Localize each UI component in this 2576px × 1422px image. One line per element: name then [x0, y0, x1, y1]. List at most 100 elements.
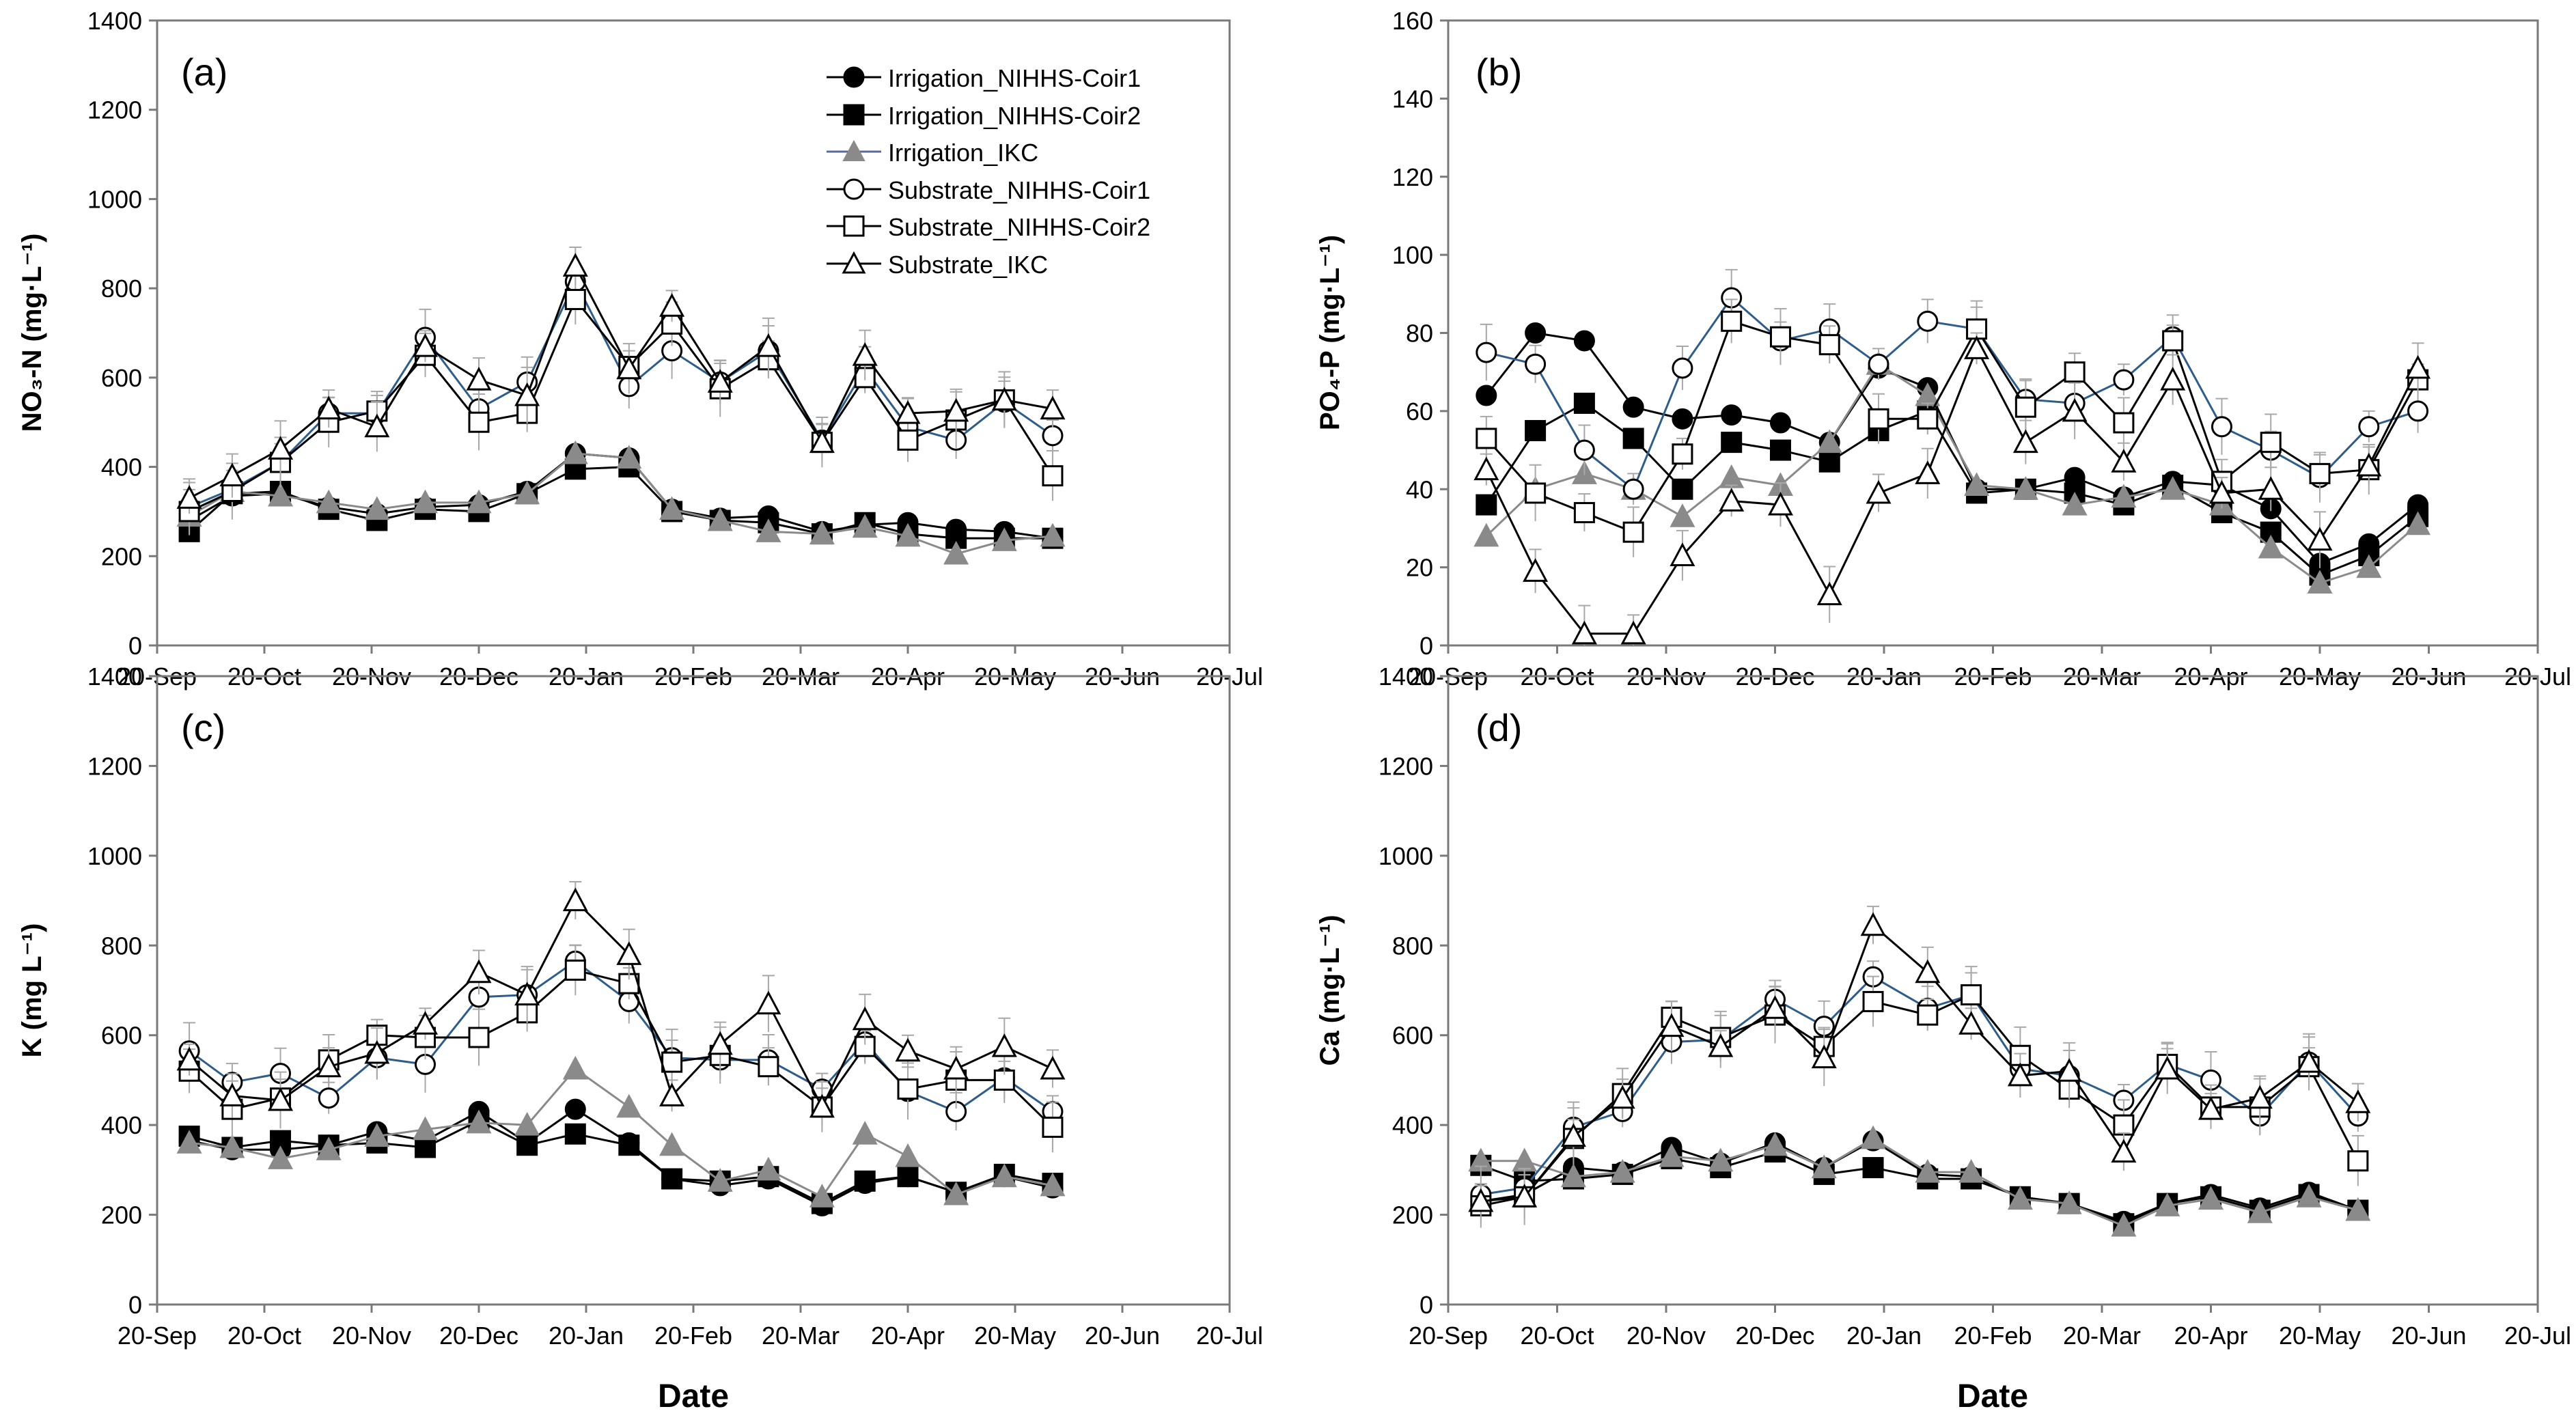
- data-point: [1622, 521, 1644, 543]
- x-tick-label: 20-Mar: [762, 1322, 840, 1350]
- data-point: [514, 480, 540, 505]
- series-substrate-ikc: [1468, 906, 2371, 1219]
- data-point: [1917, 1004, 1939, 1026]
- data-point: [809, 520, 835, 545]
- data-point: [2258, 534, 2284, 559]
- data-point: [2007, 1186, 2033, 1210]
- data-point: [1573, 439, 1595, 461]
- data-point: [2307, 527, 2333, 551]
- data-point: [466, 489, 492, 514]
- x-tick-label: 20-Jan: [549, 1322, 624, 1350]
- data-point: [1622, 428, 1644, 449]
- legend-label-substrate-coir2: Substrate_NIHHS-Coir2: [888, 213, 1150, 241]
- panel-d-calcium: (d) Ca (mg·L⁻¹) 0 200 400 600 800 1000 1200 140…: [1315, 663, 2571, 1414]
- data-point: [516, 1134, 538, 1156]
- data-point: [1573, 392, 1595, 414]
- data-point: [268, 436, 294, 460]
- legend-entry-substrate-ikc: Substrate_IKC: [827, 251, 1048, 279]
- x-tick-label: 20-Dec: [439, 1322, 518, 1350]
- y-tick-label: 1200: [1379, 752, 1433, 780]
- data-point: [1560, 1123, 1586, 1147]
- x-tick-label: 20-Sep: [117, 1322, 197, 1350]
- data-point: [1573, 502, 1595, 524]
- y-tick-label: 1400: [87, 7, 142, 35]
- panel-c-x-axis-label: Date: [658, 1378, 729, 1414]
- data-point: [852, 1121, 878, 1145]
- data-point: [1708, 1033, 1734, 1057]
- data-point: [1670, 542, 1695, 566]
- data-point: [1818, 451, 1840, 473]
- data-point: [2296, 1048, 2322, 1073]
- y-tick-label: 120: [1392, 163, 1433, 191]
- data-point: [1525, 419, 1547, 441]
- data-point: [991, 387, 1017, 411]
- data-point: [1816, 581, 1842, 606]
- data-point: [2064, 361, 2086, 383]
- data-point: [1476, 428, 1497, 449]
- data-point: [466, 1109, 492, 1134]
- data-point: [661, 1168, 683, 1190]
- data-point: [707, 507, 733, 531]
- data-point: [2012, 429, 2038, 454]
- data-point: [562, 887, 588, 912]
- legend-label-substrate-ikc: Substrate_IKC: [888, 251, 1048, 279]
- y-tick-label: 1000: [87, 185, 142, 213]
- data-point: [1042, 1116, 1064, 1138]
- data-point: [1917, 310, 1939, 332]
- data-point: [707, 369, 733, 393]
- y-tick-label: 400: [101, 1111, 142, 1139]
- legend-label-irrigation-ikc: Irrigation_IKC: [888, 139, 1038, 167]
- x-tick-label: 20-Dec: [1735, 1322, 1814, 1350]
- data-point: [2356, 554, 2382, 578]
- data-point: [1769, 326, 1791, 348]
- legend-label-irrigation-coir2: Irrigation_NIHHS-Coir2: [888, 102, 1141, 130]
- data-point: [809, 1093, 835, 1118]
- data-point: [176, 1046, 202, 1071]
- y-tick-label: 100: [1392, 241, 1433, 269]
- y-tick-label: 800: [101, 275, 142, 303]
- panel-c-label: (c): [181, 706, 225, 749]
- legend-entry-irrigation-ikc: Irrigation_IKC: [827, 139, 1038, 167]
- y-tick-label: 200: [1392, 1201, 1433, 1229]
- data-point: [1917, 408, 1939, 430]
- data-point: [316, 395, 342, 420]
- y-tick-label: 1000: [1379, 842, 1433, 870]
- data-point: [316, 1053, 342, 1078]
- data-point: [1915, 1158, 1941, 1183]
- data-point: [2405, 511, 2431, 535]
- data-point: [2198, 1186, 2224, 1210]
- x-tick-label: 20-Nov: [1626, 1322, 1706, 1350]
- filled-square-marker-icon: [843, 104, 865, 126]
- data-point: [2113, 369, 2135, 391]
- data-point: [1860, 912, 1886, 936]
- legend: Irrigation_NIHHS-Coir1 Irrigation_NIHHS-…: [827, 64, 1150, 279]
- open-triangle-marker-icon: [842, 251, 866, 274]
- data-point: [176, 485, 202, 509]
- series-irrigation-ikc: [176, 1055, 1066, 1208]
- y-tick-label: 800: [101, 932, 142, 960]
- data-point: [2307, 570, 2333, 594]
- data-point: [618, 1134, 640, 1156]
- data-point: [1659, 1013, 1685, 1037]
- data-point: [1525, 482, 1547, 504]
- data-point: [364, 413, 390, 438]
- data-point: [852, 341, 878, 366]
- legend-label-substrate-coir1: Substrate_NIHHS-Coir1: [888, 176, 1150, 204]
- y-tick-label: 600: [101, 1022, 142, 1050]
- data-point: [2247, 1199, 2273, 1223]
- series-irrigation-ikc: [1473, 351, 2431, 594]
- data-point: [1672, 408, 1693, 430]
- data-point: [564, 959, 586, 981]
- legend-entry-substrate-coir2: Substrate_NIHHS-Coir2: [827, 213, 1150, 241]
- series-substrate-ikc: [176, 247, 1066, 514]
- data-point: [2247, 1085, 2273, 1109]
- y-tick-label: 40: [1406, 475, 1433, 503]
- data-point: [1042, 425, 1064, 447]
- y-tick-label: 60: [1406, 398, 1433, 426]
- data-point: [2062, 398, 2088, 422]
- data-point: [2407, 400, 2429, 422]
- data-point: [895, 1037, 921, 1062]
- y-tick-label: 0: [128, 632, 142, 660]
